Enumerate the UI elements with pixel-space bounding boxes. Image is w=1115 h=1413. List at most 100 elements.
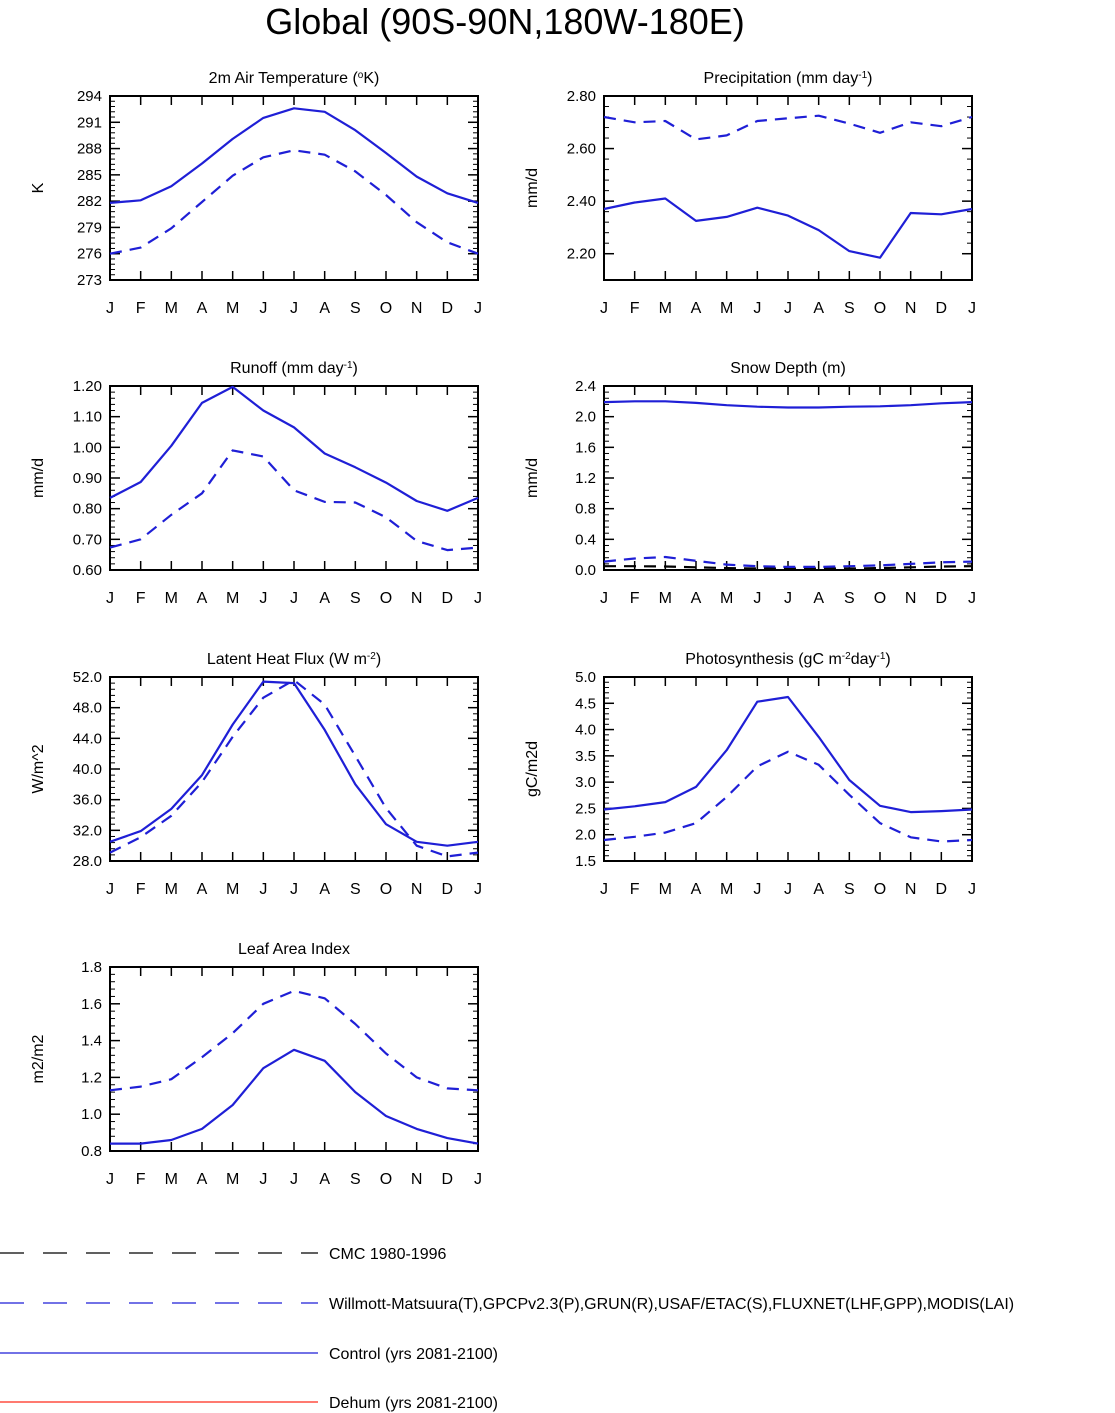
x-tick-label: D: [442, 590, 454, 607]
x-tick-label: J: [474, 590, 482, 607]
x-tick-label: J: [474, 1171, 482, 1188]
x-tick-label: J: [600, 590, 608, 607]
x-tick-label: A: [197, 300, 208, 317]
chart-title: Latent Heat Flux (W m-2): [207, 651, 381, 669]
x-tick-label: O: [874, 300, 886, 317]
x-tick-label: S: [844, 881, 855, 898]
x-tick-label: J: [968, 590, 976, 607]
y-axis-label: W/m^2: [30, 744, 47, 793]
x-tick-label: S: [350, 1171, 361, 1188]
legend-label-cmc: CMC 1980-1996: [329, 1246, 447, 1263]
chart-title: Runoff (mm day-1): [230, 360, 358, 378]
y-tick-label: 1.5: [575, 853, 596, 870]
chart-panel-7: Leaf Area Index m2/m2 0.8 1.0 1.2 1.4 1.6 1.8 J F…: [30, 941, 482, 1188]
series-line-obs: [109, 989, 479, 1092]
x-tick-label: D: [936, 300, 948, 317]
y-tick-label: 288: [77, 141, 102, 158]
y-tick-label: 0.8: [575, 501, 596, 518]
series-line-obs: [109, 678, 479, 858]
y-tick-label: 3.0: [575, 774, 596, 791]
page-title: Global (90S-90N,180W-180E): [265, 1, 745, 42]
x-tick-label: A: [813, 590, 824, 607]
x-tick-label: F: [136, 881, 146, 898]
x-tick-label: D: [442, 300, 454, 317]
y-tick-label: 2.0: [575, 827, 596, 844]
series-line-control: [603, 197, 973, 259]
series-line-obs: [109, 149, 479, 255]
y-tick-label: 36.0: [73, 792, 102, 809]
x-tick-label: M: [659, 300, 672, 317]
x-tick-label: J: [784, 300, 792, 317]
y-tick-label: 2.80: [567, 88, 596, 105]
y-tick-label: 4.0: [575, 722, 596, 739]
plot-frame: [603, 676, 973, 862]
y-axis-label: m2/m2: [30, 1034, 47, 1083]
x-tick-label: J: [106, 300, 114, 317]
x-tick-label: J: [106, 590, 114, 607]
x-tick-label: O: [874, 590, 886, 607]
x-tick-label: A: [319, 590, 330, 607]
series-line-control: [603, 400, 973, 409]
x-tick-label: M: [165, 1171, 178, 1188]
x-tick-label: A: [691, 881, 702, 898]
legend-label-obs: Willmott-Matsuura(T),GPCPv2.3(P),GRUN(R)…: [329, 1296, 1014, 1313]
y-tick-label: 0.60: [73, 562, 102, 579]
y-tick-label: 2.4: [575, 378, 596, 395]
x-tick-label: O: [874, 881, 886, 898]
y-tick-label: 40.0: [73, 761, 102, 778]
x-tick-label: J: [106, 1171, 114, 1188]
x-tick-label: M: [165, 300, 178, 317]
x-tick-label: S: [350, 881, 361, 898]
y-tick-label: 285: [77, 167, 102, 184]
x-tick-label: D: [442, 881, 454, 898]
y-tick-label: 1.0: [81, 1106, 102, 1123]
y-tick-label: 0.90: [73, 470, 102, 487]
y-tick-label: 2.5: [575, 800, 596, 817]
y-tick-label: 3.5: [575, 748, 596, 765]
x-tick-label: N: [411, 300, 423, 317]
x-tick-label: A: [813, 300, 824, 317]
chart-panel-1: 2m Air Temperature (oK) K 273 276 279 282 285 2…: [30, 70, 482, 318]
y-tick-label: 2.20: [567, 246, 596, 263]
x-tick-label: M: [659, 590, 672, 607]
chart-title: Snow Depth (m): [730, 360, 846, 377]
x-tick-label: J: [753, 590, 761, 607]
x-tick-label: J: [290, 881, 298, 898]
x-tick-label: F: [136, 590, 146, 607]
x-tick-label: S: [844, 300, 855, 317]
y-axis-label: mm/d: [30, 458, 47, 498]
y-tick-label: 44.0: [73, 730, 102, 747]
y-tick-label: 282: [77, 193, 102, 210]
y-tick-label: 1.10: [73, 409, 102, 426]
x-tick-label: A: [691, 590, 702, 607]
x-tick-label: J: [784, 881, 792, 898]
series-line-control: [109, 107, 479, 204]
y-tick-label: 1.6: [575, 439, 596, 456]
x-tick-label: J: [259, 1171, 267, 1188]
x-tick-label: J: [259, 300, 267, 317]
x-tick-label: M: [720, 590, 733, 607]
x-tick-label: J: [290, 1171, 298, 1188]
y-tick-label: 279: [77, 219, 102, 236]
series-line-obs: [603, 750, 973, 843]
y-tick-label: 32.0: [73, 822, 102, 839]
x-tick-label: M: [226, 300, 239, 317]
y-axis-label: mm/d: [524, 458, 541, 498]
plot-frame: [603, 385, 973, 571]
plot-frame: [109, 676, 479, 862]
x-tick-label: A: [813, 881, 824, 898]
y-tick-label: 0.4: [575, 531, 596, 548]
x-tick-label: J: [784, 590, 792, 607]
x-tick-label: N: [905, 881, 917, 898]
y-tick-label: 28.0: [73, 853, 102, 870]
series-line-obs: [109, 449, 479, 552]
y-tick-label: 0.8: [81, 1143, 102, 1160]
x-tick-label: D: [936, 590, 948, 607]
chart-panel-4: Snow Depth (m) mm/d 0.0 0.4 0.8 1.2 1.6 2.0 2.4 J…: [524, 360, 976, 607]
y-tick-label: 1.8: [81, 959, 102, 976]
x-tick-label: D: [936, 881, 948, 898]
x-tick-label: M: [226, 590, 239, 607]
y-tick-label: 1.2: [575, 470, 596, 487]
plot-frame: [109, 966, 479, 1152]
